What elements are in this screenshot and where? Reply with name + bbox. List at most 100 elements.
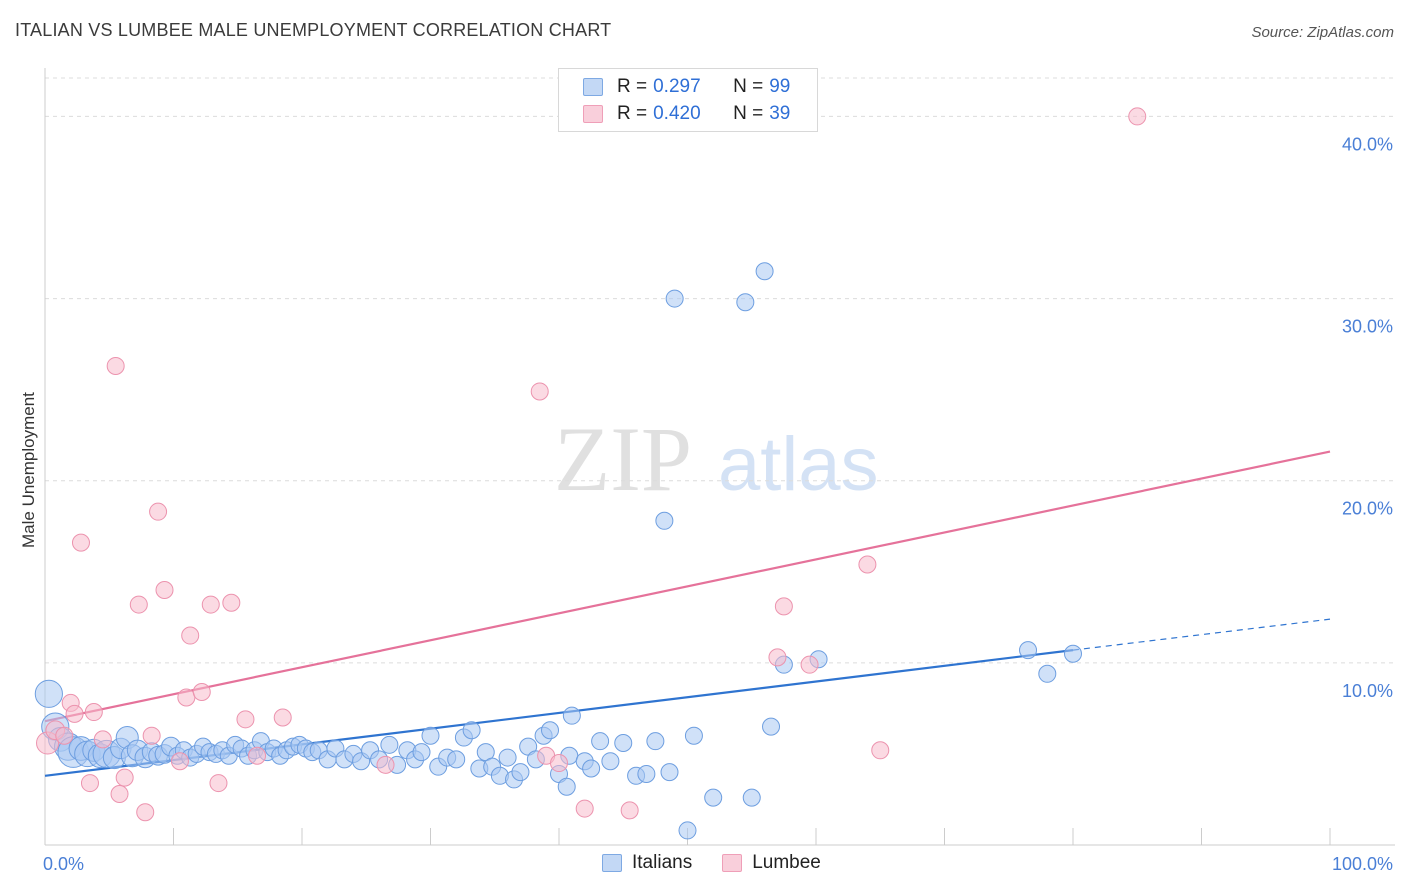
lumbee-point	[201, 595, 220, 614]
lumbee-point	[236, 710, 255, 729]
legend-item-lumbee: Lumbee	[722, 852, 821, 874]
lumbee-point	[181, 626, 200, 645]
y-axis-label: Male Unemployment	[19, 392, 38, 548]
y-tick-label: 40.0%	[1342, 134, 1393, 154]
italians-point	[637, 764, 656, 783]
lumbee-swatch	[583, 105, 603, 123]
lumbee-point	[115, 768, 134, 787]
lumbee-legend-swatch	[722, 854, 743, 872]
italians-point	[678, 821, 697, 840]
italians-point	[511, 763, 530, 782]
italians-point	[704, 788, 723, 807]
legend-row-italians: R = 0.297 N = 99	[583, 75, 790, 99]
italians-point	[591, 732, 610, 751]
italians-legend-label: Italians	[632, 852, 693, 873]
x-tick-label: 100.0%	[1332, 854, 1393, 874]
italians-point	[541, 721, 560, 740]
italians-point	[380, 735, 399, 754]
italians-point	[660, 763, 679, 782]
watermark-zip: ZIP	[554, 408, 692, 510]
italians-point	[762, 717, 781, 736]
legend-item-italians: Italians	[602, 852, 692, 874]
lumbee-point	[84, 703, 103, 722]
italians-point	[1064, 644, 1082, 663]
lumbee-point	[248, 746, 267, 765]
lumbee-point	[129, 595, 148, 614]
lumbee-point	[1128, 107, 1147, 126]
italians-point	[736, 293, 755, 312]
lumbee-point	[110, 785, 129, 803]
italians-point	[655, 511, 674, 530]
italians-point	[582, 759, 601, 778]
lumbee-point	[149, 502, 168, 521]
lumbee-point	[768, 648, 787, 667]
tick-labels: 10.0% 20.0% 30.0% 40.0% 0.0% 100.0%	[43, 134, 1393, 874]
italians-point	[462, 721, 481, 740]
italians-point	[614, 734, 633, 752]
italians-point	[1019, 641, 1038, 660]
italians-point	[684, 726, 703, 745]
lumbee-point	[575, 799, 594, 818]
legend-n-label: N =	[733, 103, 764, 124]
italians-point	[557, 777, 576, 796]
lumbee-point	[530, 382, 549, 401]
lumbee-point	[170, 752, 189, 771]
lumbee-point	[65, 704, 84, 723]
lumbee-point	[774, 597, 793, 616]
series-legend: Italians Lumbee	[602, 852, 851, 874]
italians-point	[1038, 664, 1057, 683]
lumbee-legend-label: Lumbee	[752, 852, 821, 873]
legend-r-value: 0.420	[653, 103, 701, 124]
lumbee-point	[155, 581, 174, 599]
chart-title: ITALIAN VS LUMBEE MALE UNEMPLOYMENT CORR…	[15, 20, 612, 40]
italians-legend-swatch	[602, 854, 622, 872]
italians-point	[412, 743, 431, 762]
lumbee-point	[71, 533, 90, 552]
lumbee-point	[222, 593, 241, 612]
y-tick-label: 20.0%	[1342, 499, 1393, 519]
lumbee-point	[106, 356, 125, 375]
legend-row-lumbee: R = 0.420 N = 39	[583, 102, 790, 126]
legend-r-label: R =	[617, 103, 648, 124]
source-note: Source: ZipAtlas.com	[1251, 24, 1394, 41]
italians-point	[34, 679, 63, 708]
italians-point	[646, 732, 665, 751]
legend-n-label: N =	[733, 76, 764, 97]
x-tick-label: 0.0%	[43, 854, 84, 874]
lumbee-trend-line	[44, 450, 1331, 723]
italians-point	[562, 706, 581, 725]
gridlines	[45, 77, 1395, 664]
lumbee-point	[550, 754, 568, 773]
lumbee-point	[858, 555, 877, 574]
lumbee-point	[93, 730, 112, 749]
lumbee-point	[192, 683, 211, 701]
lumbee-point	[55, 726, 74, 745]
italians-trend-extension	[1072, 618, 1331, 651]
italians-point	[601, 752, 620, 771]
y-tick-label: 10.0%	[1342, 681, 1393, 701]
lumbee-point	[376, 755, 395, 774]
italians-point	[498, 748, 517, 767]
lumbee-point	[209, 774, 228, 793]
lumbee-point	[136, 803, 155, 822]
watermark-atlas: atlas	[718, 422, 879, 507]
lumbee-point	[800, 655, 819, 674]
correlation-legend: R = 0.297 N = 99 R = 0.420 N = 39	[558, 68, 818, 132]
legend-r-label: R =	[617, 76, 648, 97]
italians-swatch	[583, 78, 603, 96]
lumbee-point	[142, 726, 161, 745]
lumbee-point	[177, 688, 196, 707]
italians-point	[742, 788, 761, 807]
lumbee-point	[80, 774, 99, 793]
y-tick-label: 30.0%	[1342, 317, 1393, 337]
italians-point	[447, 750, 466, 769]
legend-r-value: 0.297	[653, 76, 701, 97]
italians-point	[665, 289, 684, 308]
legend-n-value: 39	[769, 103, 791, 124]
lumbee-point	[620, 801, 639, 820]
lumbee-point	[871, 741, 890, 760]
italians-point	[421, 726, 440, 745]
data-points	[34, 107, 1147, 840]
italians-point	[755, 262, 774, 281]
